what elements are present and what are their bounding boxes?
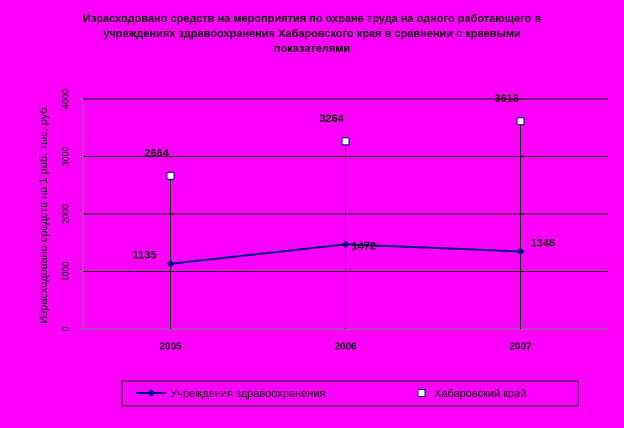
legend-label: Учреждения здравоохранения bbox=[170, 388, 325, 400]
x-tick-label: 2005 bbox=[159, 342, 182, 353]
marker bbox=[166, 171, 175, 180]
data-label: 1472 bbox=[352, 240, 376, 252]
y-tick-label: 2000 bbox=[60, 204, 70, 224]
y-tick-label: 1000 bbox=[60, 261, 70, 281]
x-tick-label: 2006 bbox=[334, 342, 357, 353]
marker bbox=[516, 247, 525, 256]
chart-title: Израсходовано средств на мероприятия по … bbox=[82, 13, 542, 55]
marker bbox=[341, 240, 350, 249]
data-label: 1348 bbox=[531, 237, 555, 249]
marker bbox=[166, 259, 175, 268]
marker bbox=[341, 137, 350, 146]
y-tick-label: 3000 bbox=[60, 146, 70, 166]
data-label: 3264 bbox=[319, 113, 344, 125]
legend-marker bbox=[147, 389, 155, 397]
legend-box bbox=[121, 380, 579, 407]
marker bbox=[516, 117, 525, 126]
data-label: 2664 bbox=[144, 148, 169, 160]
y-axis-label: Израсходовано средств на 1 раб. тыс. руб… bbox=[38, 104, 50, 324]
y-tick-label: 0 bbox=[60, 326, 70, 331]
y-tick-label: 4000 bbox=[60, 89, 70, 109]
legend-marker bbox=[417, 389, 426, 397]
data-label: 1135 bbox=[133, 250, 157, 262]
legend-label: Хабаровский край bbox=[434, 388, 526, 400]
x-tick-label: 2007 bbox=[509, 342, 532, 353]
data-label: 3613 bbox=[494, 93, 518, 105]
